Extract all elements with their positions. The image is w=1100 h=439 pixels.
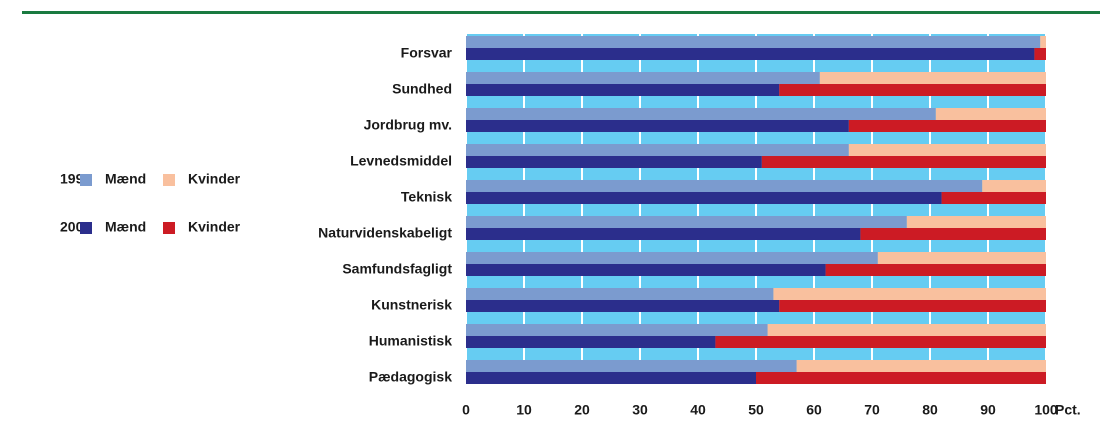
bar [466, 372, 756, 384]
bar [756, 372, 1046, 384]
y-tick-label: Pædagogisk [369, 369, 452, 385]
y-tick-label: Teknisk [401, 189, 452, 205]
y-tick-label: Forsvar [401, 45, 453, 61]
bar [935, 108, 1046, 120]
x-tick-label: 10 [516, 402, 532, 418]
bar [466, 156, 762, 168]
bar [466, 108, 936, 120]
bar [466, 288, 774, 300]
bar [796, 360, 1046, 372]
bar [466, 180, 983, 192]
legend-swatch [163, 174, 175, 186]
y-tick-label: Levnedsmiddel [350, 153, 452, 169]
bar [466, 252, 878, 264]
top-rule [22, 11, 1100, 14]
x-tick-label: 50 [748, 402, 764, 418]
y-tick-label: Naturvidenskabeligt [318, 225, 452, 241]
x-tick-label: 100 [1034, 402, 1058, 418]
y-tick-label: Sundhed [392, 81, 452, 97]
bar [825, 264, 1046, 276]
x-tick-label: 20 [574, 402, 590, 418]
bar [1034, 48, 1046, 60]
bar [877, 252, 1046, 264]
y-tick-label: Kunstnerisk [371, 297, 452, 313]
legend-label: Kvinder [188, 171, 241, 187]
bar [466, 216, 907, 228]
x-axis-label: Pct. [1055, 402, 1081, 418]
x-tick-label: 60 [806, 402, 822, 418]
bar [941, 192, 1046, 204]
y-tick-label: Humanistisk [369, 333, 452, 349]
legend-label: Mænd [105, 171, 146, 187]
x-tick-label: 90 [980, 402, 996, 418]
bar [819, 72, 1046, 84]
legend-label: Mænd [105, 219, 146, 235]
bar [466, 264, 826, 276]
bar [715, 336, 1046, 348]
x-tick-label: 30 [632, 402, 648, 418]
bar [466, 36, 1041, 48]
bar [761, 156, 1046, 168]
bar [1040, 36, 1046, 48]
bar [466, 360, 797, 372]
x-tick-label: 40 [690, 402, 706, 418]
bar [982, 180, 1046, 192]
bar [466, 120, 849, 132]
bar [779, 300, 1046, 312]
bar [860, 228, 1046, 240]
bar [906, 216, 1046, 228]
bar [773, 288, 1046, 300]
bar [767, 324, 1046, 336]
legend-swatch [80, 222, 92, 234]
x-tick-label: 70 [864, 402, 880, 418]
bar [466, 324, 768, 336]
bar [848, 144, 1046, 156]
bar [779, 84, 1046, 96]
y-tick-label: Jordbrug mv. [364, 117, 452, 133]
bar [466, 72, 820, 84]
bar [466, 336, 716, 348]
legend-swatch [80, 174, 92, 186]
bar [466, 144, 849, 156]
legend-label: Kvinder [188, 219, 241, 235]
legend-swatch [163, 222, 175, 234]
x-tick-label: 80 [922, 402, 938, 418]
bar [466, 228, 861, 240]
bar [466, 48, 1035, 60]
x-tick-label: 0 [462, 402, 470, 418]
bar [466, 300, 780, 312]
bar [848, 120, 1046, 132]
bar [466, 84, 780, 96]
y-tick-label: Samfundsfagligt [342, 261, 452, 277]
bar [466, 192, 942, 204]
